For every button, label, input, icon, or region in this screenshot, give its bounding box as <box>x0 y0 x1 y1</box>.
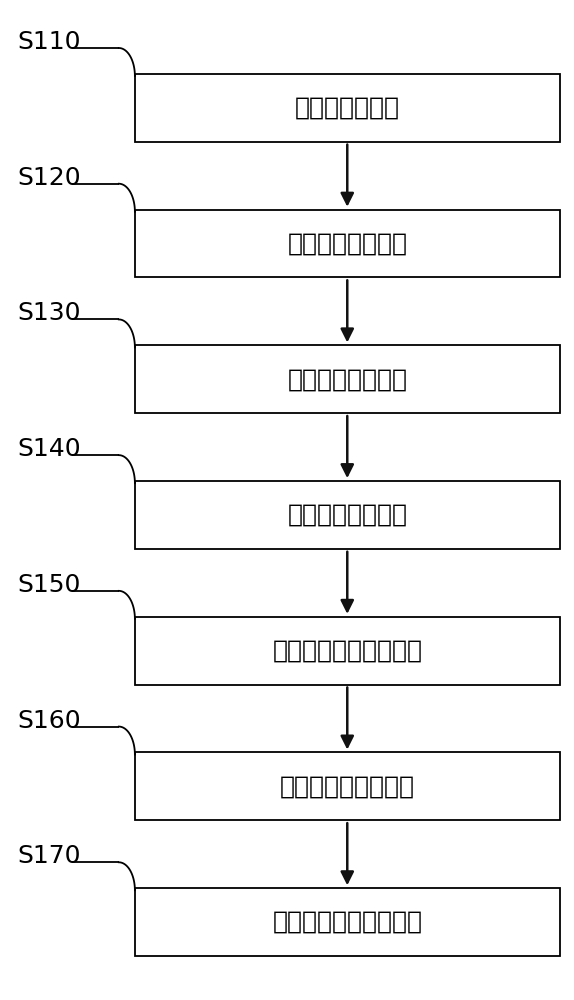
FancyBboxPatch shape <box>135 888 560 956</box>
Text: 支撑剂参数优化步骤: 支撑剂参数优化步骤 <box>280 774 415 798</box>
Text: S140: S140 <box>17 437 81 461</box>
Text: S170: S170 <box>17 844 81 868</box>
Text: 裂缝沟通优化步骤: 裂缝沟通优化步骤 <box>287 503 408 527</box>
FancyBboxPatch shape <box>135 345 560 413</box>
FancyBboxPatch shape <box>135 752 560 820</box>
FancyBboxPatch shape <box>135 210 560 277</box>
FancyBboxPatch shape <box>135 481 560 549</box>
Text: 可压性评价步骤: 可压性评价步骤 <box>295 96 400 120</box>
Text: 压裂施工参数优化步骤: 压裂施工参数优化步骤 <box>272 639 422 663</box>
Text: S110: S110 <box>17 30 81 54</box>
FancyBboxPatch shape <box>135 74 560 142</box>
Text: S120: S120 <box>17 166 81 190</box>
Text: 射孔参数优化步骤: 射孔参数优化步骤 <box>287 367 408 391</box>
Text: S150: S150 <box>17 573 80 597</box>
FancyBboxPatch shape <box>135 617 560 685</box>
Text: 裂缝参数优化步骤: 裂缝参数优化步骤 <box>287 231 408 255</box>
Text: S130: S130 <box>17 301 81 325</box>
Text: S160: S160 <box>17 709 81 733</box>
Text: 压后返排参数优化步骤: 压后返排参数优化步骤 <box>272 910 422 934</box>
